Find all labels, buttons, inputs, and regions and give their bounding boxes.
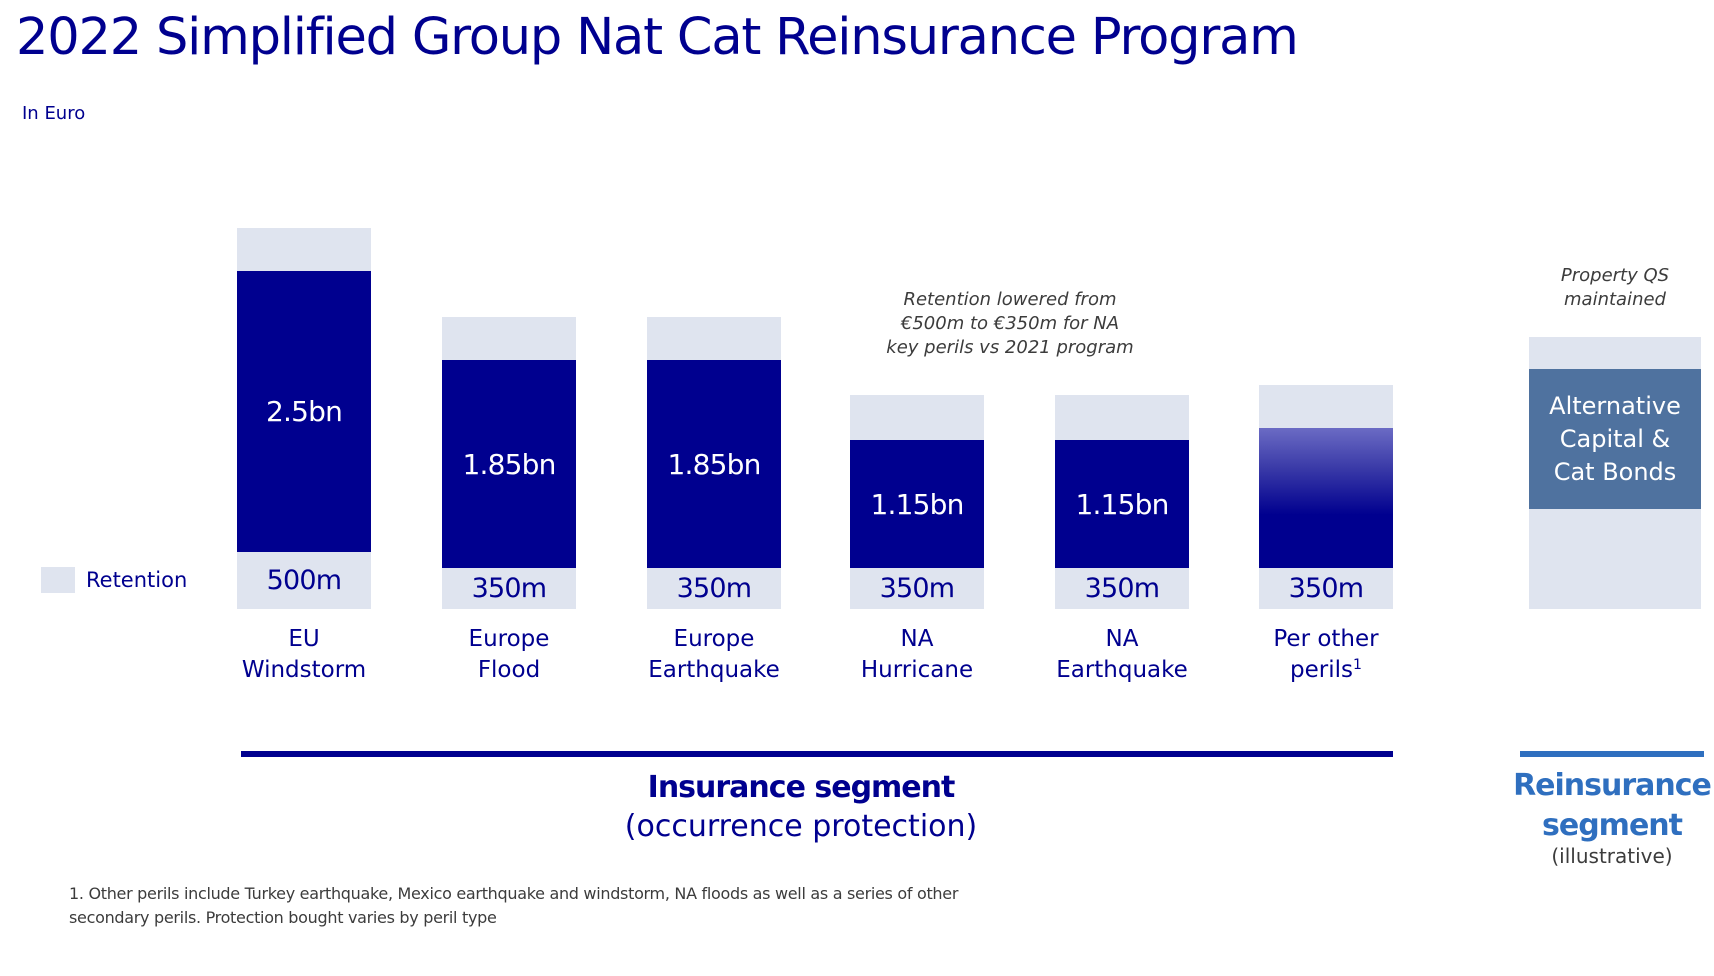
category-label-line: NA — [1105, 626, 1139, 652]
category-label-line: EU — [288, 626, 320, 652]
property-qs-note: Property QS maintained — [1540, 264, 1690, 312]
bar-column-na-hurricane: 1.15bn 350m — [850, 395, 984, 609]
retention-bar: 350m — [850, 568, 984, 609]
cover-bar: 1.15bn — [850, 440, 984, 568]
cover-value-label: 2.5bn — [265, 395, 343, 428]
alt-capital-line-3: Cat Bonds — [1553, 457, 1677, 486]
reinsurance-segment-line — [1520, 751, 1704, 757]
retention-value-label: 350m — [471, 573, 547, 604]
category-label-line: Flood — [477, 657, 541, 683]
retention-bar: 350m — [1055, 568, 1189, 609]
alt-capital-line-2: Capital & — [1559, 424, 1671, 453]
retention-top-band — [850, 395, 984, 440]
retention-top-band — [237, 228, 371, 271]
cover-value-label: 1.85bn — [462, 447, 556, 481]
footnote-line-2: secondary perils. Protection bought vari… — [69, 908, 497, 927]
cover-bar: 1.85bn — [647, 360, 781, 568]
retention-top-band — [1055, 395, 1189, 440]
retention-bar: 350m — [647, 568, 781, 609]
retention-value-label: 350m — [1084, 573, 1160, 604]
footnote: 1. Other perils include Turkey earthquak… — [69, 882, 958, 930]
cover-value-label: 1.85bn — [667, 447, 761, 481]
category-label-na-hurricane: NA Hurricane — [797, 624, 1037, 686]
cover-bar — [1259, 428, 1393, 568]
reinsurance-title-line-1: Reinsurance — [1513, 768, 1712, 803]
category-label-europe-flood: Europe Flood — [389, 624, 629, 686]
bar-column-per-other-perils: 350m — [1259, 385, 1393, 609]
cover-bar: 1.85bn — [442, 360, 576, 568]
retention-top-band — [647, 317, 781, 360]
cover-bar: 1.15bn — [1055, 440, 1189, 568]
annotation-line-3: key perils vs 2021 program — [886, 337, 1134, 358]
category-label-per-other-perils: Per other perils1 — [1206, 624, 1446, 686]
property-qs-line-1: Property QS — [1560, 265, 1670, 286]
insurance-segment-title: Insurance segment — [647, 770, 956, 805]
footnote-line-1: 1. Other perils include Turkey earthquak… — [69, 884, 959, 903]
retention-value-label: 500m — [266, 565, 342, 596]
legend-label-retention: Retention — [86, 568, 188, 592]
currency-note: In Euro — [22, 103, 86, 124]
page-title: 2022 Simplified Group Nat Cat Reinsuranc… — [16, 8, 1299, 67]
bar-column-europe-earthquake: 1.85bn 350m — [647, 317, 781, 609]
retention-value-label: 350m — [879, 573, 955, 604]
property-qs-line-2: maintained — [1564, 289, 1666, 310]
legend-swatch-retention — [41, 567, 75, 593]
cover-bar: 2.5bn — [237, 271, 371, 552]
insurance-segment-line — [241, 751, 1393, 757]
reinsurance-retention-block: Alternative Capital & Cat Bonds — [1529, 337, 1701, 609]
retention-top-band — [442, 317, 576, 360]
reinsurance-segment-subtitle: (illustrative) — [1551, 844, 1673, 868]
category-label-line: NA — [900, 626, 934, 652]
retention-bar: 350m — [1259, 568, 1393, 609]
category-label-line: Earthquake — [648, 657, 780, 683]
reinsurance-segment-title: Reinsurance segment — [1510, 766, 1714, 846]
category-label-eu-windstorm: EU Windstorm — [184, 624, 424, 686]
cover-value-label: 1.15bn — [870, 487, 964, 521]
reinsurance-title-line-2: segment — [1542, 808, 1683, 843]
category-label-line: Windstorm — [241, 657, 367, 683]
annotation-line-2: €500m to €350m for NA — [900, 313, 1120, 334]
footnote-marker: 1 — [1353, 657, 1362, 673]
category-label-line: Earthquake — [1056, 657, 1188, 683]
retention-value-label: 350m — [676, 573, 752, 604]
category-label-line: Europe — [468, 626, 550, 652]
category-label-line: Per other — [1273, 626, 1379, 652]
bar-column-na-earthquake: 1.15bn 350m — [1055, 395, 1189, 609]
category-label-na-earthquake: NA Earthquake — [1002, 624, 1242, 686]
retention-bar: 500m — [237, 552, 371, 609]
cover-value-label: 1.15bn — [1075, 487, 1169, 521]
retention-value-label: 350m — [1288, 573, 1364, 604]
alt-capital-line-1: Alternative — [1549, 391, 1681, 420]
alternative-capital-block: Alternative Capital & Cat Bonds — [1529, 369, 1701, 509]
retention-bar: 350m — [442, 568, 576, 609]
bar-column-eu-windstorm: 2.5bn 500m — [237, 228, 371, 609]
category-label-line: Hurricane — [860, 657, 974, 683]
retention-annotation: Retention lowered from €500m to €350m fo… — [880, 288, 1140, 360]
category-label-line: Europe — [673, 626, 755, 652]
category-label-europe-earthquake: Europe Earthquake — [594, 624, 834, 686]
bar-column-europe-flood: 1.85bn 350m — [442, 317, 576, 609]
category-label-line: perils1 — [1290, 657, 1362, 683]
insurance-segment-subtitle: (occurrence protection) — [624, 809, 978, 844]
annotation-line-1: Retention lowered from — [903, 289, 1117, 310]
retention-top-band — [1259, 385, 1393, 428]
